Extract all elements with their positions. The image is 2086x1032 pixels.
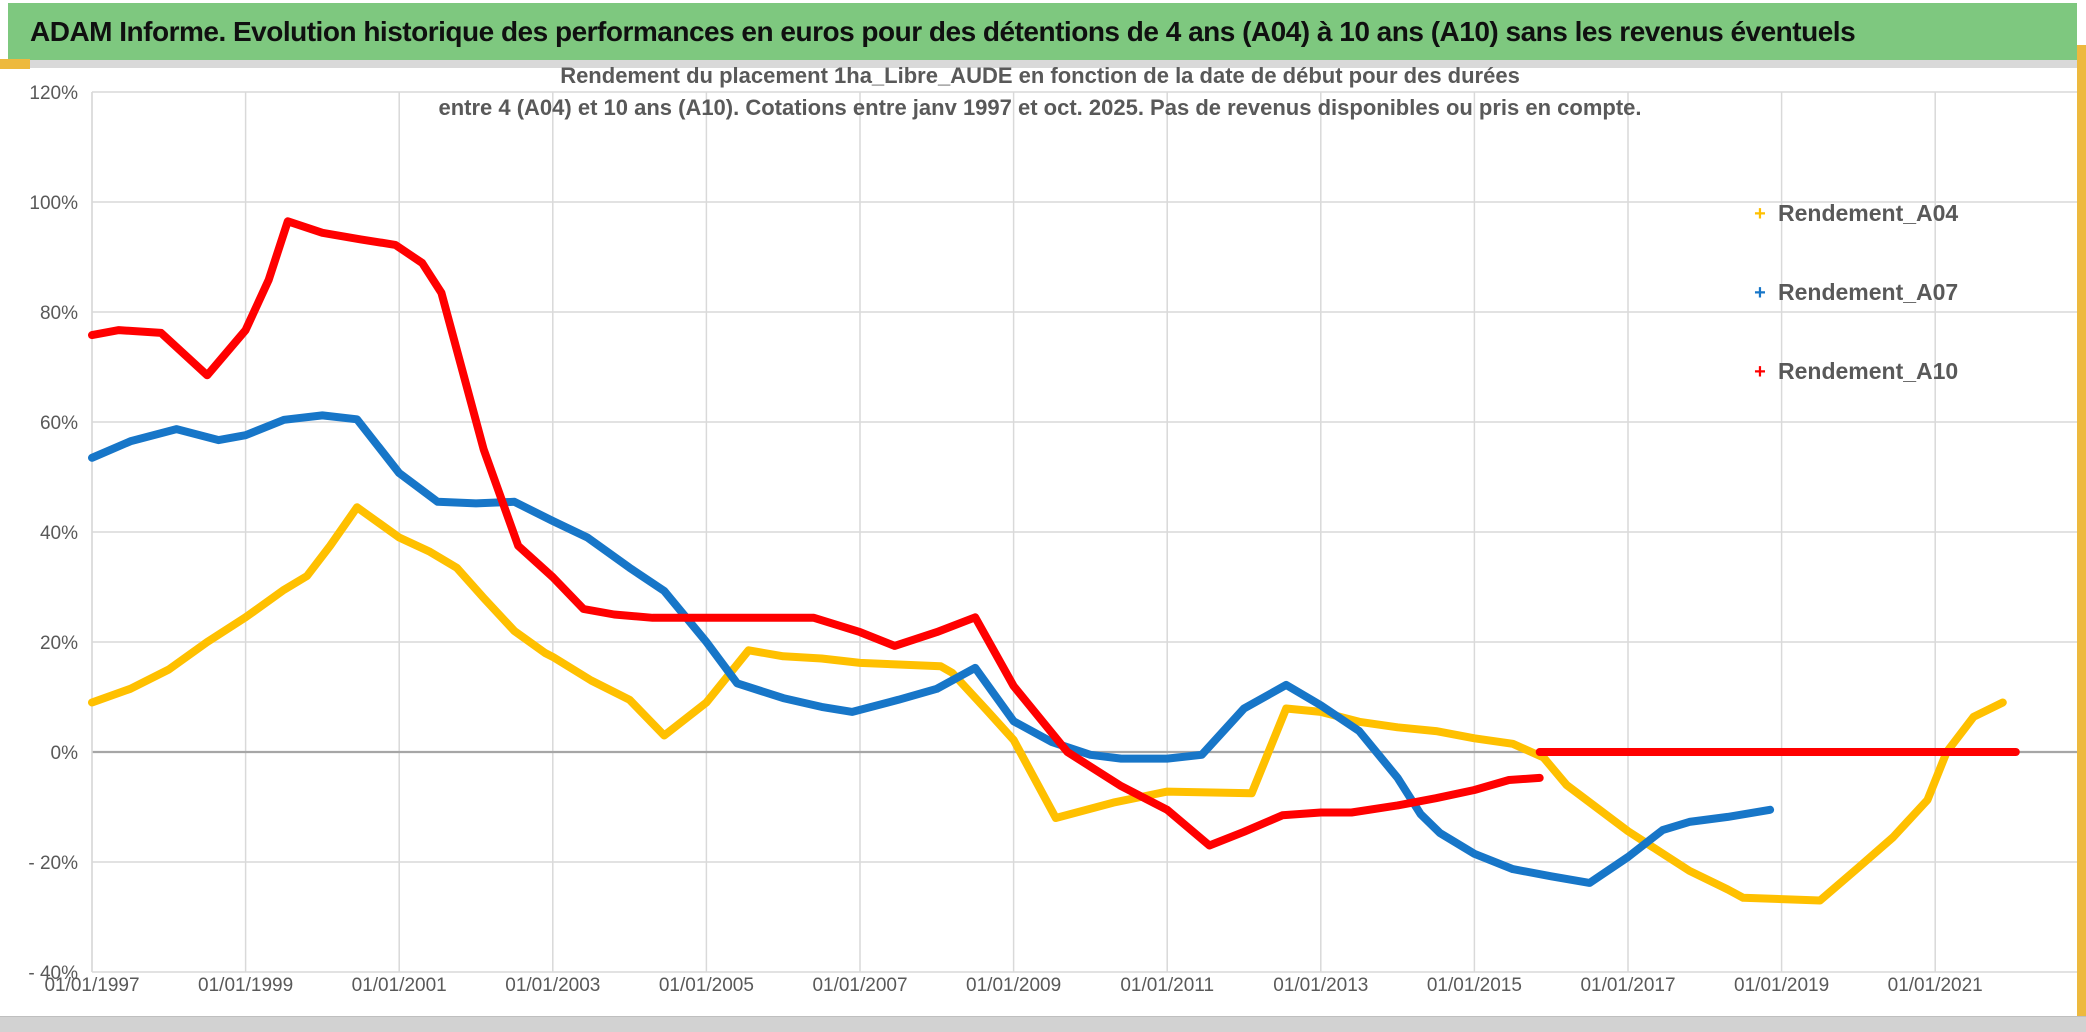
y-axis-tick-label: - 40% bbox=[28, 963, 78, 984]
plus-marker-icon: + bbox=[1754, 360, 1766, 383]
x-axis-tick-label: 01/01/2007 bbox=[812, 975, 907, 996]
x-axis-tick-label: 01/01/2013 bbox=[1273, 975, 1368, 996]
x-axis-tick-label: 01/01/2021 bbox=[1888, 975, 1983, 996]
y-axis-tick-label: 0% bbox=[51, 743, 79, 764]
y-axis-tick-label: 80% bbox=[40, 303, 78, 324]
x-axis-tick-label: 01/01/1997 bbox=[44, 975, 139, 996]
x-axis-tick-label: 01/01/2003 bbox=[505, 975, 600, 996]
legend-item-rendement-a04[interactable]: + Rendement_A04 bbox=[1752, 200, 1958, 227]
series-line-rendement_a04[interactable] bbox=[88, 503, 2007, 905]
legend-label: Rendement_A04 bbox=[1778, 200, 1959, 226]
series-line-rendement_a10[interactable] bbox=[88, 217, 1544, 850]
x-axis-tick-label: 01/01/2001 bbox=[352, 975, 447, 996]
window-bottom-strip bbox=[0, 1016, 2086, 1032]
chart-title-line1: Rendement du placement 1ha_Libre_AUDE en… bbox=[560, 63, 1520, 88]
banner-divider bbox=[0, 60, 2086, 68]
x-axis-tick-label: 01/01/2015 bbox=[1427, 975, 1522, 996]
y-axis-tick-label: 20% bbox=[40, 633, 78, 654]
banner-title: ADAM Informe. Evolution historique des p… bbox=[30, 15, 1856, 47]
legend-item-rendement-a07[interactable]: + Rendement_A07 bbox=[1752, 279, 1958, 306]
gold-cell-accent-right bbox=[2077, 45, 2086, 1016]
y-axis-tick-label: - 20% bbox=[28, 853, 78, 874]
chart-title-line2: entre 4 (A04) et 10 ans (A10). Cotations… bbox=[438, 95, 1642, 120]
plus-marker-icon: + bbox=[1754, 281, 1766, 304]
y-axis-tick-label: 100% bbox=[29, 193, 78, 214]
plus-marker-icon: + bbox=[1754, 202, 1766, 225]
x-axis-tick-label: 01/01/2017 bbox=[1580, 975, 1675, 996]
series-line-rendement_a07[interactable] bbox=[88, 411, 1775, 887]
x-axis-tick-label: 01/01/1999 bbox=[198, 975, 293, 996]
x-axis-tick-label: 01/01/2005 bbox=[659, 975, 754, 996]
x-axis-tick-label: 01/01/2009 bbox=[966, 975, 1061, 996]
y-axis-tick-label: 60% bbox=[40, 413, 78, 434]
y-axis-tick-label: 40% bbox=[40, 523, 78, 544]
x-axis-tick-label: 01/01/2011 bbox=[1120, 975, 1214, 996]
y-axis-tick-label: 120% bbox=[29, 83, 78, 104]
banner: ADAM Informe. Evolution historique des p… bbox=[8, 3, 2077, 60]
legend-label: Rendement_A10 bbox=[1778, 358, 1959, 384]
gold-cell-accent-left bbox=[0, 59, 30, 69]
legend-label: Rendement_A07 bbox=[1778, 279, 1959, 305]
legend-item-rendement-a10[interactable]: + Rendement_A10 bbox=[1752, 358, 1958, 385]
x-axis-tick-label: 01/01/2019 bbox=[1734, 975, 1829, 996]
chart-legend: + Rendement_A04 + Rendement_A07 + Rendem… bbox=[1752, 200, 1958, 385]
